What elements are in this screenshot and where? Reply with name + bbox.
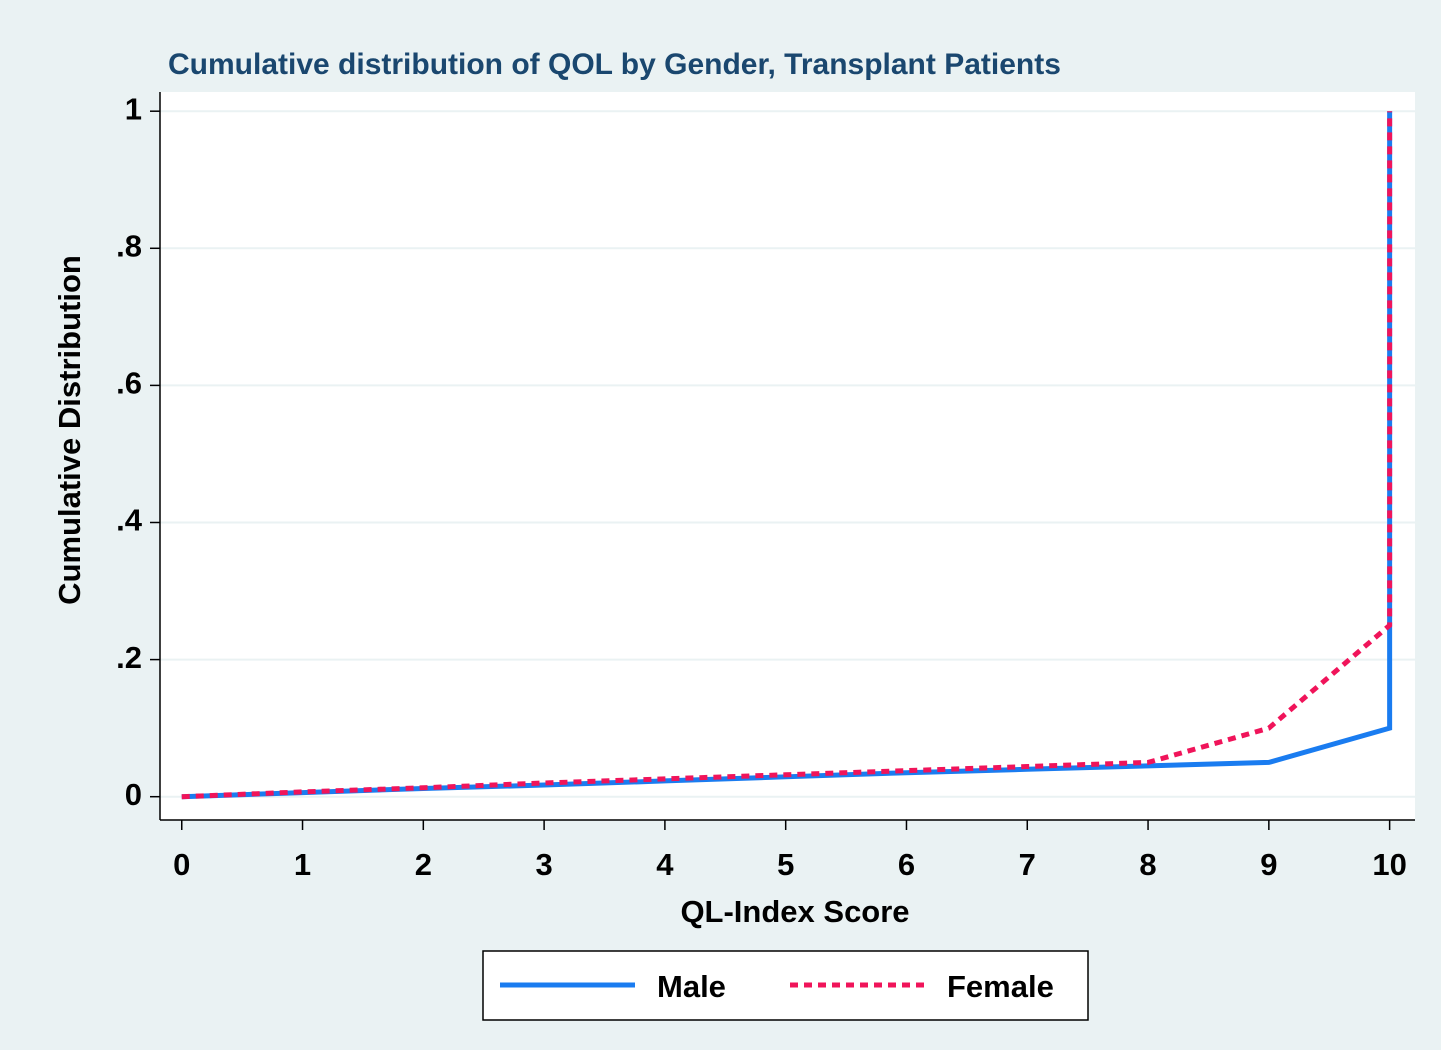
legend-label: Female xyxy=(947,969,1054,1004)
x-tick-label: 7 xyxy=(1019,847,1036,882)
y-tick-label: .4 xyxy=(116,503,143,538)
x-tick-label: 9 xyxy=(1260,847,1277,882)
y-tick-label: .8 xyxy=(116,228,142,263)
y-tick-label: .2 xyxy=(116,640,142,675)
x-tick-label: 2 xyxy=(415,847,432,882)
plot-region xyxy=(160,92,1415,820)
x-tick-label: 3 xyxy=(535,847,552,882)
y-axis-label: Cumulative Distribution xyxy=(52,255,87,605)
x-tick-label: 1 xyxy=(294,847,311,882)
y-tick-label: 1 xyxy=(125,91,142,126)
series-line xyxy=(181,111,1393,800)
legend-label: Male xyxy=(657,969,726,1004)
y-tick-label: 0 xyxy=(125,777,142,812)
y-tick-label: .6 xyxy=(116,366,142,401)
x-tick-label: 0 xyxy=(173,847,190,882)
x-tick-label: 8 xyxy=(1139,847,1156,882)
x-tick-label: 5 xyxy=(777,847,794,882)
x-tick-label: 10 xyxy=(1372,847,1406,882)
x-tick-label: 4 xyxy=(656,847,674,882)
x-tick-label: 6 xyxy=(898,847,915,882)
x-axis-label: QL-Index Score xyxy=(680,894,909,929)
chart-title: Cumulative distribution of QOL by Gender… xyxy=(168,48,1061,81)
